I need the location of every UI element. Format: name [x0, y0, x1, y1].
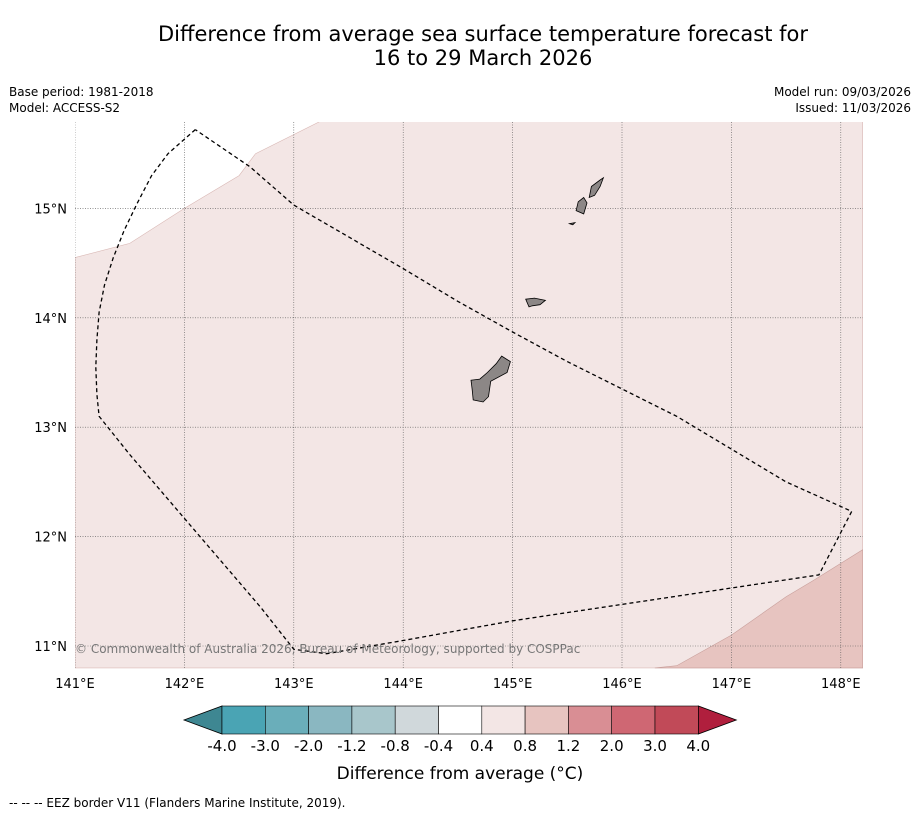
map-panel: © Commonwealth of Australia 2026, Bureau…: [75, 122, 863, 669]
lat-tick-label: 15°N: [34, 202, 67, 217]
meta-right: Model run: 09/03/2026 Issued: 11/03/2026: [774, 84, 911, 116]
colorbar-tick-label: -2.0: [294, 737, 323, 755]
colorbar-segment: [524, 705, 569, 735]
colorbar-tick-label: 3.0: [643, 737, 667, 755]
model-run: Model run: 09/03/2026: [773, 85, 911, 99]
colorbar-tick-label: -0.8: [381, 737, 410, 755]
issued-date: Issued: 11/03/2026: [795, 101, 911, 115]
lon-tick-label: 144°E: [383, 677, 423, 692]
title-line-1: Difference from average sea surface temp…: [158, 22, 808, 46]
colorbar-tick-label: 0.4: [470, 737, 494, 755]
colorbar-tick-label: -3.0: [251, 737, 280, 755]
colorbar-tick-label: -4.0: [207, 737, 236, 755]
lon-tick-label: 143°E: [274, 677, 314, 692]
island-guam: [470, 355, 511, 403]
lat-tick-label: 13°N: [34, 421, 67, 436]
eez-border-line: [95, 129, 853, 655]
island-saipan: [588, 176, 605, 199]
base-period: Base period: 1981-2018: [9, 85, 154, 99]
model-name: Model: ACCESS-S2: [9, 101, 121, 115]
lon-tick-label: 147°E: [712, 677, 752, 692]
island-tinian: [575, 196, 588, 215]
anomaly-region-0.8-1.2: [654, 549, 863, 669]
colorbar-segment: [264, 705, 309, 735]
island-rota: [525, 297, 547, 308]
colorbar-under-arrow: [182, 705, 223, 735]
colorbar-tick-label: -0.4: [424, 737, 453, 755]
lon-tick-label: 142°E: [165, 677, 205, 692]
colorbar-segment: [308, 705, 353, 735]
colorbar-label: Difference from average (°C): [336, 764, 584, 784]
lat-tick-label: 12°N: [34, 531, 67, 546]
lon-tick-label: 146°E: [602, 677, 642, 692]
lon-tick-label: 141°E: [55, 677, 95, 692]
title-line-2: 16 to 29 March 2026: [373, 46, 593, 70]
colorbar-segment: [221, 705, 266, 735]
colorbar-tick-label: 2.0: [600, 737, 624, 755]
footer-eez-note: -- -- -- EEZ border V11 (Flanders Marine…: [9, 796, 346, 810]
meta-left: Base period: 1981-2018 Model: ACCESS-S2: [9, 84, 154, 116]
lat-tick-label: 14°N: [34, 312, 67, 327]
colorbar-over-arrow: [697, 705, 738, 735]
copyright-notice: © Commonwealth of Australia 2026, Bureau…: [75, 642, 580, 656]
colorbar-tick-label: 0.8: [513, 737, 537, 755]
colorbar-segment: [438, 705, 483, 735]
lon-tick-label: 145°E: [493, 677, 533, 692]
chart-title: Difference from average sea surface temp…: [60, 22, 906, 70]
colorbar-tick-label: 4.0: [686, 737, 710, 755]
lat-tick-label: 11°N: [34, 640, 67, 655]
colorbar-segment: [568, 705, 613, 735]
colorbar-tick-label: -1.2: [337, 737, 366, 755]
colorbar-segment: [351, 705, 396, 735]
colorbar-segment: [654, 705, 699, 735]
island-aguijan: [567, 221, 577, 226]
colorbar: -4.0 -3.0 -2.0 -1.2 -0.8 -0.4 0.4 0.8 1.2 2.0 3.0 4…: [182, 705, 738, 755]
anomaly-region-0.4-0.8: [75, 122, 863, 669]
colorbar-tick-label: 1.2: [556, 737, 580, 755]
lon-tick-label: 148°E: [821, 677, 861, 692]
colorbar-segment: [611, 705, 656, 735]
colorbar-segment: [394, 705, 439, 735]
colorbar-segment: [481, 705, 526, 735]
